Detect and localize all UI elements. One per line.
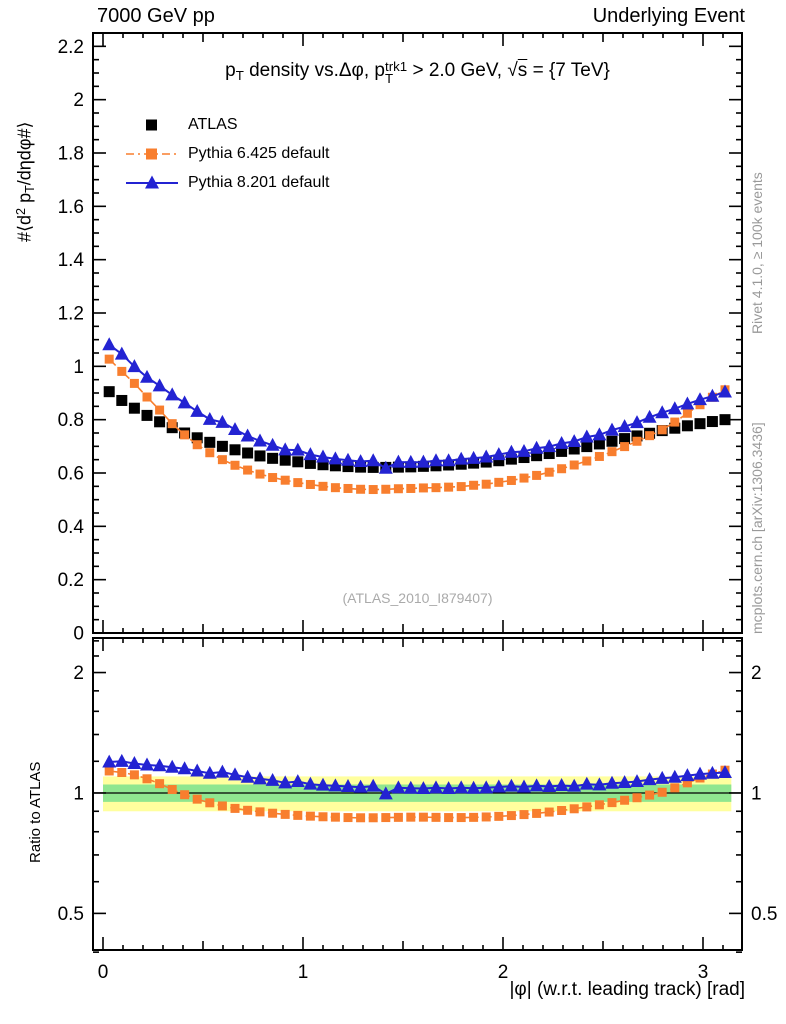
svg-text:0: 0 bbox=[73, 624, 84, 645]
beam-energy-label: 7000 GeV pp bbox=[97, 5, 215, 27]
svg-text:1.2: 1.2 bbox=[58, 304, 84, 325]
svg-text:2: 2 bbox=[498, 962, 509, 983]
svg-text:1: 1 bbox=[298, 962, 309, 983]
analysis-title-label: Underlying Event bbox=[592, 5, 745, 27]
svg-text:1: 1 bbox=[73, 783, 84, 804]
rivet-version-note: Rivet 4.1.0, ≥ 100k events bbox=[749, 172, 765, 334]
svg-text:2: 2 bbox=[73, 663, 84, 684]
svg-text:1: 1 bbox=[73, 357, 84, 378]
legend: ATLAS Pythia 6.425 default Pythia 8.201 … bbox=[124, 110, 329, 197]
y-axis-label-main: #⟨d2 pT/dηdφ#⟩ bbox=[14, 121, 38, 242]
svg-text:0: 0 bbox=[98, 962, 109, 983]
svg-text:2: 2 bbox=[73, 90, 84, 111]
pythia8-marker-icon bbox=[126, 175, 178, 188]
svg-text:1.8: 1.8 bbox=[58, 144, 84, 165]
analysis-id-watermark: (ATLAS_2010_I879407) bbox=[342, 590, 493, 606]
svg-text:1: 1 bbox=[751, 783, 762, 804]
pythia6-marker-icon bbox=[126, 148, 178, 159]
svg-text:2: 2 bbox=[751, 663, 762, 684]
legend-item-pythia8: Pythia 8.201 default bbox=[124, 168, 329, 197]
svg-text:2.2: 2.2 bbox=[58, 37, 84, 58]
svg-text:1.6: 1.6 bbox=[58, 197, 84, 218]
svg-text:0.8: 0.8 bbox=[58, 410, 84, 431]
legend-label: Pythia 8.201 default bbox=[188, 173, 330, 191]
svg-text:3: 3 bbox=[698, 962, 709, 983]
svg-text:1.4: 1.4 bbox=[58, 250, 85, 271]
legend-label: Pythia 6.425 default bbox=[188, 144, 330, 162]
y-axis-label-ratio: Ratio to ATLAS bbox=[27, 761, 44, 863]
svg-text:0.6: 0.6 bbox=[58, 464, 84, 485]
legend-item-pythia6: Pythia 6.425 default bbox=[124, 139, 329, 168]
svg-text:0.5: 0.5 bbox=[58, 904, 84, 925]
svg-text:0.5: 0.5 bbox=[751, 904, 777, 925]
x-axis-label: |φ| (w.r.t. leading track) [rad] bbox=[509, 979, 746, 1000]
legend-label: ATLAS bbox=[188, 115, 238, 133]
mcplots-arxiv-note: mcplots.cern.ch [arXiv:1306.3436] bbox=[749, 422, 765, 634]
legend-item-atlas: ATLAS bbox=[124, 110, 329, 139]
plot-title: pT density vs.Δφ, p trk1 T > 2.0 GeV, √s =… bbox=[225, 58, 610, 87]
atlas-marker-icon bbox=[146, 119, 157, 130]
svg-text:0.2: 0.2 bbox=[58, 570, 84, 591]
svg-text:0.4: 0.4 bbox=[58, 517, 85, 538]
